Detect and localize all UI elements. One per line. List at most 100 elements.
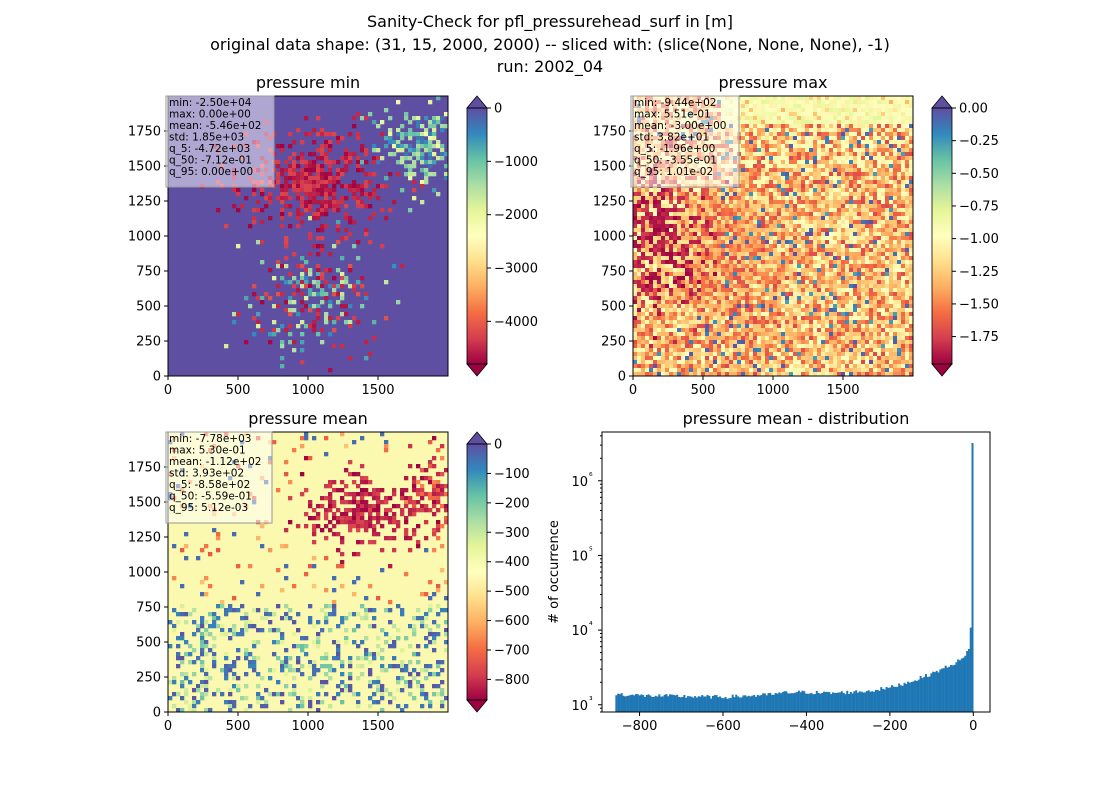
- histogram-bar: [969, 627, 972, 712]
- histogram-bar: [917, 679, 920, 712]
- histogram-bar: [941, 668, 944, 712]
- histogram-bar: [797, 690, 800, 712]
- histogram-bar: [908, 682, 911, 712]
- histogram-bar: [916, 680, 919, 712]
- histogram-bar: [817, 692, 820, 712]
- stats-line: q_50: -3.55e-01: [634, 155, 717, 167]
- histogram-bar: [651, 696, 654, 712]
- y-tick-exponent: ⁶: [589, 472, 593, 482]
- histogram-bar: [966, 651, 969, 712]
- y-tick-exponent: ³: [589, 696, 593, 706]
- y-tick-label: 10: [571, 549, 588, 564]
- x-tick-label: 500: [226, 719, 251, 734]
- stats-box: [165, 431, 273, 524]
- colorbar-tick-label: −1.50: [959, 297, 999, 312]
- histogram-bar: [719, 696, 722, 712]
- histogram-bar: [924, 674, 927, 712]
- histogram-bar: [740, 697, 743, 712]
- histogram-bar: [883, 689, 886, 712]
- histogram-bar: [830, 694, 833, 712]
- colorbar-frame: [931, 107, 953, 365]
- histogram-bar: [889, 687, 892, 712]
- histogram-bar: [712, 695, 714, 712]
- histogram-bar: [806, 693, 809, 712]
- stats-line: max: 5.51e-01: [634, 109, 711, 121]
- y-tick-label: 1750: [593, 125, 626, 140]
- panel-title: pressure min: [256, 73, 360, 92]
- stats-line: q_95: 0.00e+00: [169, 166, 253, 178]
- colorbar-tick-label: 0.00: [959, 102, 988, 117]
- histogram-bar: [620, 693, 623, 712]
- histogram-bar: [694, 696, 697, 712]
- colorbar-extend-min: [466, 699, 488, 713]
- histogram-bar: [860, 691, 863, 712]
- x-tick-label: 1500: [361, 383, 394, 398]
- histogram-bar: [617, 693, 620, 712]
- stats-box: [630, 95, 740, 188]
- colorbar-tick-label: −100: [494, 467, 530, 482]
- histogram-bar: [840, 691, 843, 712]
- histogram-bar: [951, 665, 954, 712]
- x-tick-label: −800: [622, 719, 658, 734]
- stats-line: max: 0.00e+00: [169, 109, 251, 121]
- histogram-bar: [858, 691, 861, 712]
- colorbar-tick-label: −600: [494, 614, 530, 629]
- histogram-bar: [851, 693, 854, 712]
- histogram-bar: [670, 694, 673, 712]
- x-tick-label: 0: [164, 383, 172, 398]
- histogram-bar: [794, 692, 797, 712]
- histogram-bar: [665, 694, 668, 712]
- histogram-bar: [821, 692, 824, 712]
- histogram-bar: [955, 662, 958, 712]
- x-tick-label: 500: [691, 383, 716, 398]
- histogram-bar: [737, 696, 740, 712]
- y-tick-label: 10: [571, 699, 588, 714]
- histogram-bar: [948, 666, 951, 712]
- histogram-bar: [765, 695, 768, 712]
- histogram-bar: [781, 691, 784, 712]
- histogram-bar: [953, 664, 956, 712]
- histogram-bar: [930, 673, 933, 712]
- histogram-bar: [856, 692, 859, 712]
- histogram-bar: [919, 675, 922, 712]
- histogram-bar: [869, 691, 872, 712]
- histogram-bar: [933, 672, 936, 712]
- colorbar: [467, 444, 487, 700]
- histogram-bar: [677, 697, 680, 712]
- y-tick-label: 250: [601, 335, 626, 350]
- histogram-bar: [642, 695, 645, 712]
- colorbar-tick-label: −1.75: [959, 330, 999, 345]
- x-tick-label: −200: [872, 719, 908, 734]
- histogram-bar: [898, 683, 901, 712]
- histogram-bar: [912, 681, 915, 712]
- histogram-bar: [649, 695, 652, 712]
- histogram-panel: pressure mean - distribution −800 −600 −400…: [547, 409, 991, 734]
- stats-line: std: 3.82e+01: [634, 132, 709, 144]
- histogram-bar: [778, 692, 781, 712]
- stats-line: mean: -3.00e+00: [634, 120, 726, 132]
- histogram-bar: [896, 686, 899, 712]
- histogram-bar: [676, 694, 679, 712]
- histogram-bar: [844, 694, 847, 712]
- colorbar: [467, 108, 487, 364]
- histogram-bar: [660, 696, 663, 712]
- histogram-bar: [935, 670, 938, 712]
- colorbar-frame: [466, 107, 488, 365]
- histogram-bar: [626, 696, 629, 712]
- histogram-bar: [710, 698, 713, 712]
- histogram-bar: [652, 696, 655, 712]
- histogram-bar: [814, 694, 817, 712]
- y-tick-label: 10: [571, 475, 588, 490]
- histogram-bar: [683, 695, 686, 712]
- histogram-bar: [749, 696, 752, 712]
- y-axis-label: # of occurrence: [547, 520, 562, 624]
- colorbar-extend-max: [466, 431, 488, 445]
- x-tick-label: 500: [226, 383, 251, 398]
- histogram-bar: [819, 693, 822, 712]
- colorbar-tick-label: −500: [494, 585, 530, 600]
- figure-title-line-2: original data shape: (31, 15, 2000, 2000…: [210, 35, 890, 54]
- histogram-bar: [769, 692, 772, 712]
- histogram-bar: [873, 691, 876, 712]
- histogram-bar: [874, 689, 877, 712]
- y-tick-label: 1000: [128, 566, 161, 581]
